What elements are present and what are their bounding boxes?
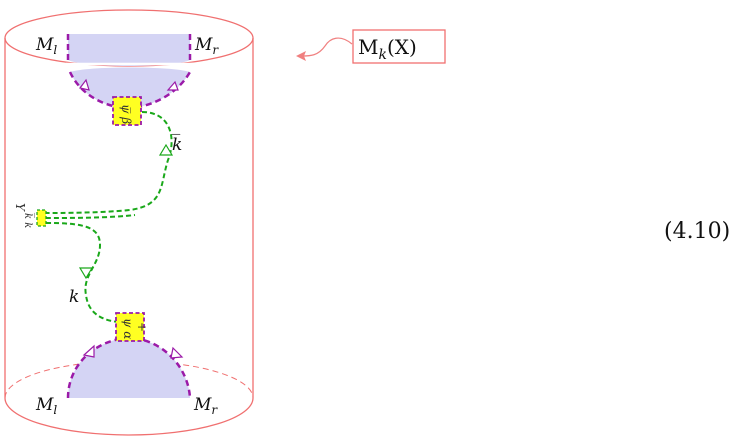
lower-propagator [45,222,119,323]
bottom-left-label: Ml [35,395,57,417]
bottom-right-label: Mr [193,395,218,417]
top-operator-box [112,96,142,126]
upper-propagator-2 [45,214,136,219]
bottom-operator: ψ α + [115,312,149,342]
upper-propagator [45,111,173,214]
cylinder-label-text: Mk(X) [358,35,417,63]
cylinder-label: Mk(X) [352,29,446,64]
lower-momentum-label: k [69,287,79,307]
top-operator: ψ̅ β [112,96,142,126]
upper-arrow [158,143,174,156]
bottom-disk [66,336,192,399]
cylinder-bottom-rim-front [4,397,254,436]
top-left-label: Ml [35,35,57,57]
bottom-arc-arrow-left [82,344,95,358]
mid-operator: Y k̅ k [13,203,47,228]
top-arc-arrow-left [78,78,90,91]
top-disk [66,34,194,110]
bottom-operator-sign: + [135,322,149,332]
label-pointer-curve [301,37,353,57]
label-pointer-head [296,51,306,61]
top-right-label: Mr [194,35,219,57]
top-arc-arrow-right [166,80,179,91]
bottom-operator-label: ψ α [121,318,135,339]
propagators [45,111,174,323]
bottom-operator-box [115,312,145,342]
upper-momentum-label: k̅ [171,133,182,155]
cylinder [4,9,254,436]
bottom-disk-fill [68,338,190,398]
top-disk-lower-fill [70,67,190,108]
equation-number: (4.10) [664,219,730,244]
mid-operator-sub: k̅ k [22,213,34,228]
mid-operator-label: Y [13,203,27,212]
cylinder-label-box [352,29,446,64]
label-pointer [296,37,353,61]
lower-arrow [78,267,94,280]
mid-operator-box [36,209,47,227]
bottom-arc-arrow-right [170,346,184,359]
top-operator-label: ψ̅ β [119,104,133,124]
cylinder-top-rim [4,9,254,67]
top-disk-fill [68,34,190,66]
